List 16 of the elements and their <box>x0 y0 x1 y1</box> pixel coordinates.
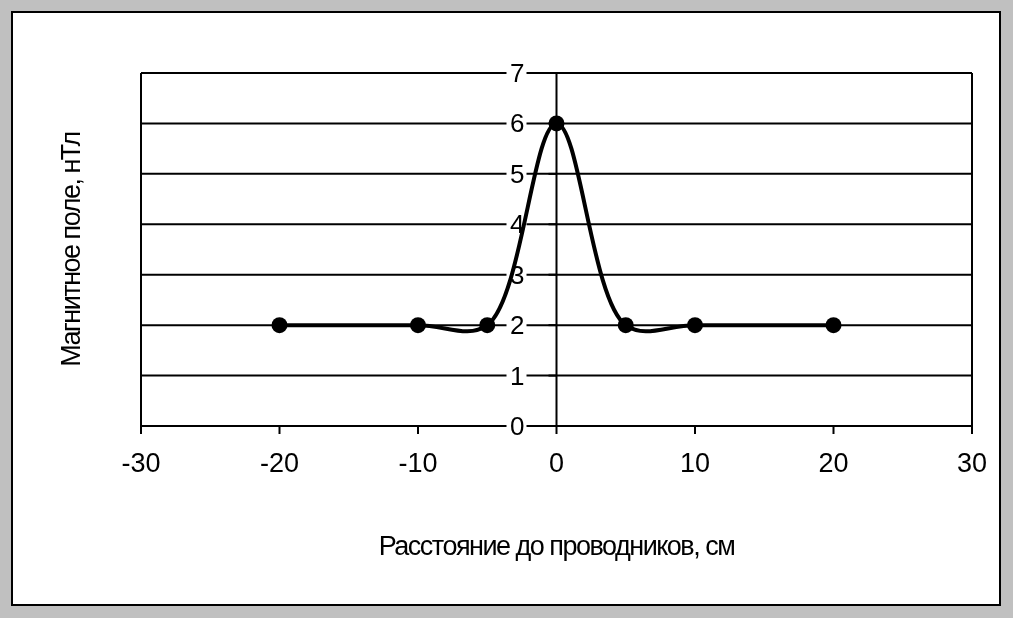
y-tick-label: 5 <box>510 158 525 189</box>
x-tick-label: 0 <box>548 448 565 478</box>
x-tick-label: -10 <box>398 448 438 478</box>
y-tick-label: 4 <box>510 209 525 240</box>
y-tick-label: 1 <box>510 360 525 391</box>
x-tick-label: 20 <box>818 448 849 478</box>
x-tick-label: -20 <box>259 448 300 478</box>
y-tick-label: 0 <box>510 411 525 441</box>
x-axis-title: Расстояние до проводников, см <box>378 531 735 561</box>
x-tick-label: -30 <box>121 448 161 478</box>
y-tick-label: 7 <box>510 58 525 88</box>
x-tick-label: 10 <box>679 448 711 478</box>
y-tick-label: 6 <box>510 108 525 139</box>
y-axis-title: Магнитное поле, нТл <box>56 132 86 367</box>
x-tick-label: 30 <box>956 448 988 478</box>
y-tick-label: 2 <box>510 310 525 341</box>
